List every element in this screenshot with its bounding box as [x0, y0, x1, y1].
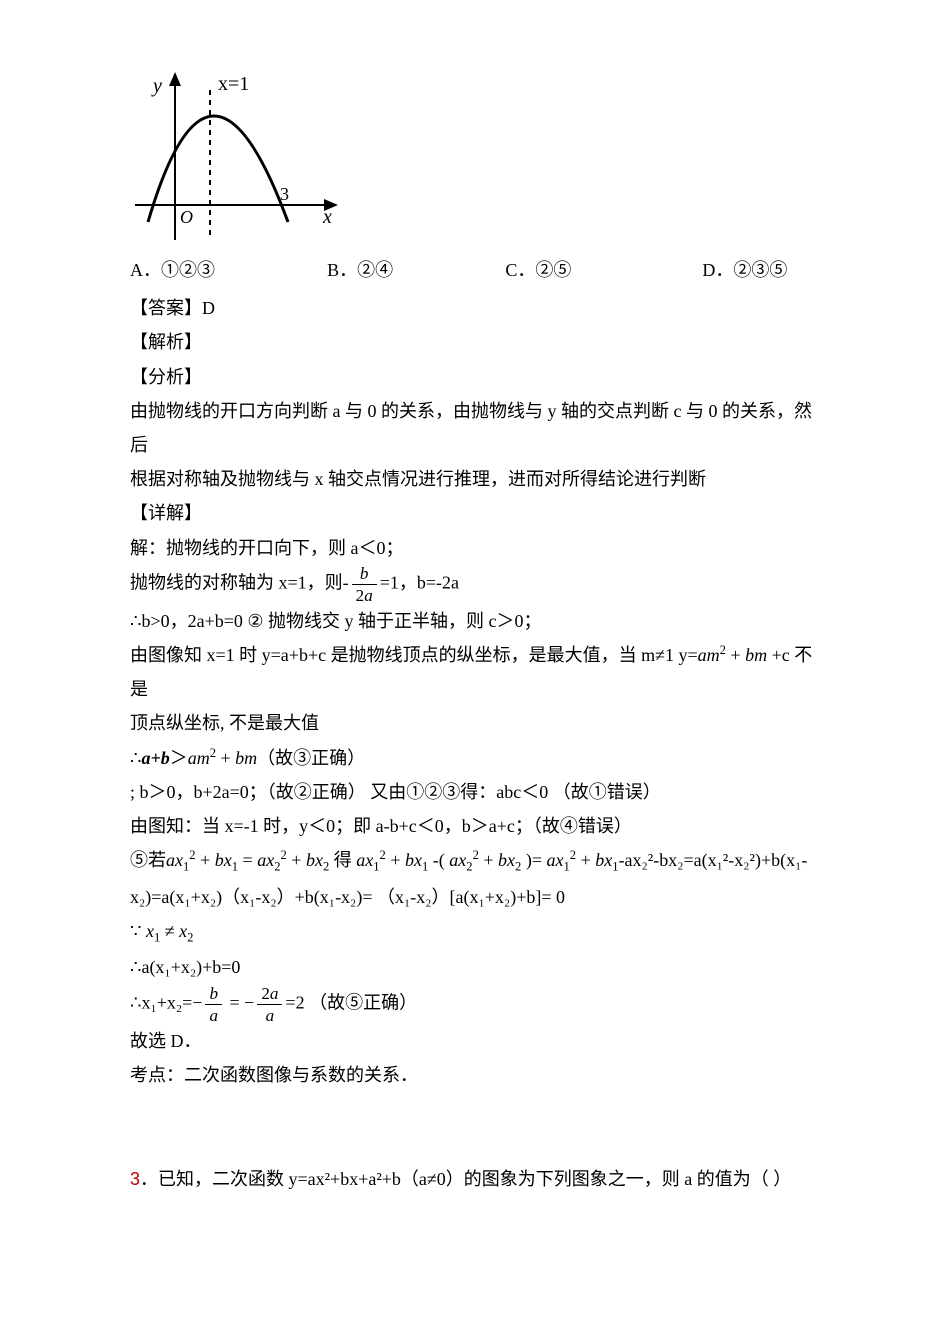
d9-pre: ⑤若 — [130, 850, 166, 870]
detail-12: ∴a(x₁+x₂)+b=0 — [130, 950, 815, 984]
answer-label: 【答案】D — [130, 291, 815, 325]
d13-frac2: 2aa — [257, 985, 282, 1024]
option-c: C．②⑤ — [505, 253, 702, 287]
d4a: 由图像知 x=1 时 y=a+b+c 是抛物线顶点的纵坐标，是最大值，当 m≠1… — [130, 645, 698, 665]
d2-frac-num: b — [352, 565, 377, 585]
d2-pre: 抛物线的对称轴为 x=1，则- — [130, 572, 349, 592]
x-axis-label: x — [322, 206, 332, 228]
detail-6: ∴a+b＞am2 + bm（故③正确） — [130, 741, 815, 775]
fenxi-label: 【分析】 — [130, 360, 815, 394]
d2-frac-den: 2a — [352, 585, 377, 604]
options-row: A．①②③ B．②④ C．②⑤ D．②③⑤ — [130, 253, 815, 287]
detail-10: x₂)=a(x₁+x₂)（x₁-x₂）+b(x₁-x₂)= （x₁-x₂）[a(… — [130, 880, 815, 914]
detail-13: ∴x₁+x₂=−ba = −2aa=2 （故⑤正确） — [130, 985, 815, 1024]
d9-mid1: 得 — [334, 850, 352, 870]
d2-fraction: b2a — [352, 565, 377, 604]
d13-frac1: ba — [205, 985, 222, 1024]
detail-15: 考点：二次函数图像与系数的关系． — [130, 1058, 815, 1092]
y-axis-label: y — [151, 75, 162, 97]
detail-8: 由图知：当 x=-1 时，y＜0；即 a-b+c＜0，b＞a+c；（故④错误） — [130, 809, 815, 843]
d2-post: =1，b=-2a — [380, 572, 459, 592]
d6-mid: ＞ — [170, 748, 188, 768]
detail-7: ; b＞0，b+2a=0；（故②正确） 又由①②③得：abc＜0 （故①错误） — [130, 775, 815, 809]
d6-pre: ∴ — [130, 748, 141, 768]
question-3: 3．已知，二次函数 y=ax²+bx+a²+b（a≠0）的图象为下列图象之一，则… — [130, 1162, 815, 1196]
fenxi-text-2: 根据对称轴及抛物线与 x 轴交点情况进行推理，进而对所得结论进行判断 — [130, 462, 815, 496]
vline-label: x=1 — [218, 73, 249, 95]
detail-11: ∵ x1 ≠ x2 — [130, 914, 815, 951]
graph-svg: y x=1 O 3 x — [130, 70, 340, 245]
origin-label: O — [180, 207, 193, 227]
d13-pre: ∴x₁+x₂= — [130, 992, 192, 1012]
d13-post: =2 （故⑤正确） — [285, 992, 417, 1012]
detail-1: 解：抛物线的开口向下，则 a＜0； — [130, 531, 815, 565]
xiangjie-label: 【详解】 — [130, 496, 815, 530]
xtick-3: 3 — [280, 184, 289, 204]
parabola-graph: y x=1 O 3 x — [130, 70, 815, 245]
d6-ab: a+b — [141, 748, 169, 768]
option-b: B．②④ — [327, 253, 505, 287]
q3-number: 3 — [130, 1169, 140, 1189]
option-d: D．②③⑤ — [702, 253, 815, 287]
detail-4: 由图像知 x=1 时 y=a+b+c 是抛物线顶点的纵坐标，是最大值，当 m≠1… — [130, 638, 815, 706]
q3-text: ．已知，二次函数 y=ax²+bx+a²+b（a≠0）的图象为下列图象之一，则 … — [140, 1169, 791, 1189]
option-a: A．①②③ — [130, 253, 327, 287]
detail-14: 故选 D． — [130, 1024, 815, 1058]
detail-3: ∴b>0，2a+b=0 ② 抛物线交 y 轴于正半轴，则 c＞0； — [130, 604, 815, 638]
fenxi-text-1: 由抛物线的开口方向判断 a 与 0 的关系，由抛物线与 y 轴的交点判断 c 与… — [130, 394, 815, 462]
detail-2: 抛物线的对称轴为 x=1，则-b2a=1，b=-2a — [130, 565, 815, 604]
jiexi-label: 【解析】 — [130, 325, 815, 359]
d9-tail: -ax₂²-bx₂=a(x₁²-x₂²)+b(x₁- — [619, 850, 808, 870]
detail-9: ⑤若ax12 + bx1 = ax22 + bx2 得 ax12 + bx1 -… — [130, 843, 815, 880]
d6-post: （故③正确） — [257, 748, 365, 768]
detail-5: 顶点纵坐标, 不是最大值 — [130, 706, 815, 740]
